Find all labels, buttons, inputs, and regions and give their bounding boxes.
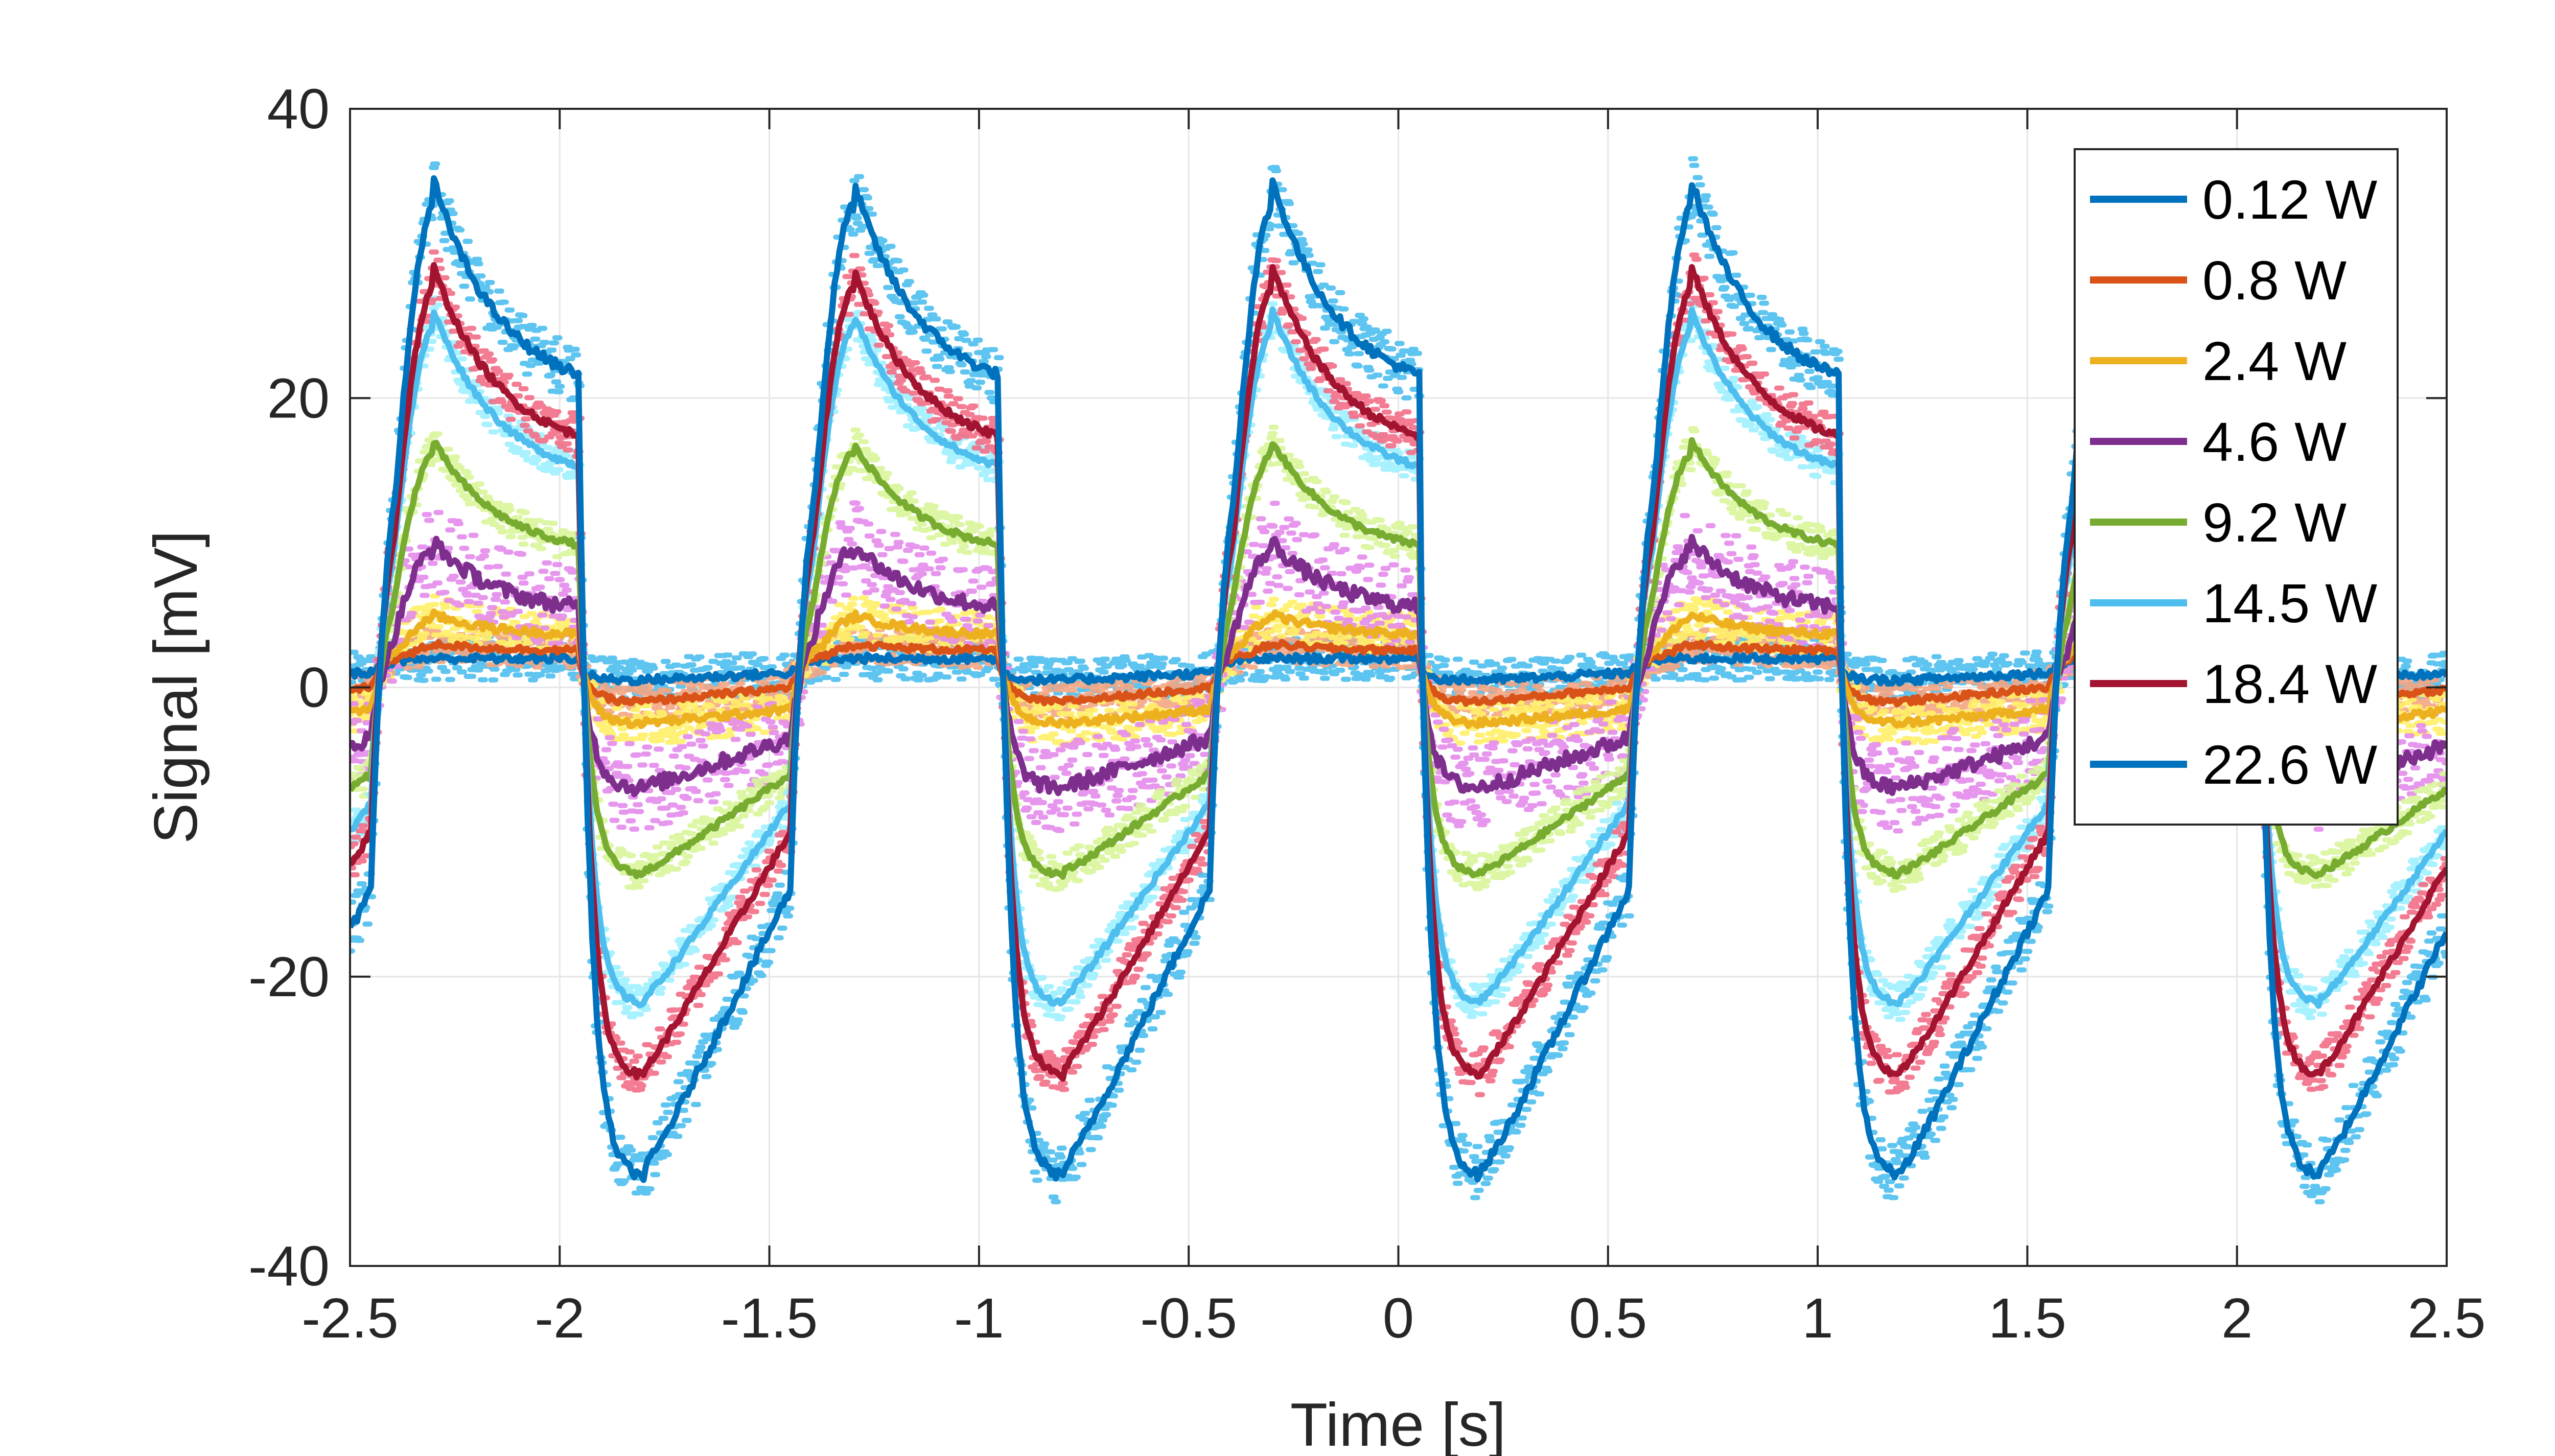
x-tick-label: 0: [1383, 1287, 1414, 1350]
legend-label: 2.4 W: [2202, 330, 2347, 392]
legend-label: 0.12 W: [2202, 169, 2377, 230]
x-tick-label: -2: [535, 1287, 585, 1350]
ticks: -2.5 -2 -1.5 -1 -0.5 0 0.5 1 1.5 2 2.5 -40 -20 0 20 40: [248, 78, 2486, 1350]
y-tick-label: -20: [248, 946, 330, 1008]
legend-box: [2074, 148, 2399, 826]
x-tick-label: -2.5: [301, 1287, 399, 1350]
legend-label: 14.5 W: [2202, 572, 2377, 634]
legend-label: 18.4 W: [2202, 653, 2377, 715]
y-tick-label: -40: [248, 1235, 330, 1298]
legend-label: 22.6 W: [2202, 734, 2377, 795]
x-axis-title: Time [s]: [1290, 1391, 1506, 1456]
y-axis-title: Signal [mV]: [142, 530, 210, 844]
x-tick-label: -1.5: [721, 1287, 818, 1350]
x-tick-label: 2: [2221, 1287, 2252, 1350]
legend: 0.12 W 0.8 W 2.4 W 4.6 W 9.2 W 14.5 W 18.4 W 22…: [2074, 148, 2399, 826]
x-tick-label: -1: [954, 1287, 1004, 1350]
x-tick-label: 1: [1802, 1287, 1833, 1350]
y-tick-label: 20: [267, 367, 330, 430]
y-tick-label: 0: [298, 656, 330, 719]
x-tick-label: -0.5: [1140, 1287, 1237, 1350]
x-tick-label: 0.5: [1569, 1287, 1647, 1350]
y-tick-label: 40: [267, 78, 330, 140]
legend-label: 9.2 W: [2202, 491, 2347, 553]
x-tick-label: 2.5: [2408, 1287, 2486, 1350]
x-tick-label: 1.5: [1988, 1287, 2066, 1350]
legend-label: 0.8 W: [2202, 249, 2347, 311]
legend-label: 4.6 W: [2202, 411, 2347, 473]
